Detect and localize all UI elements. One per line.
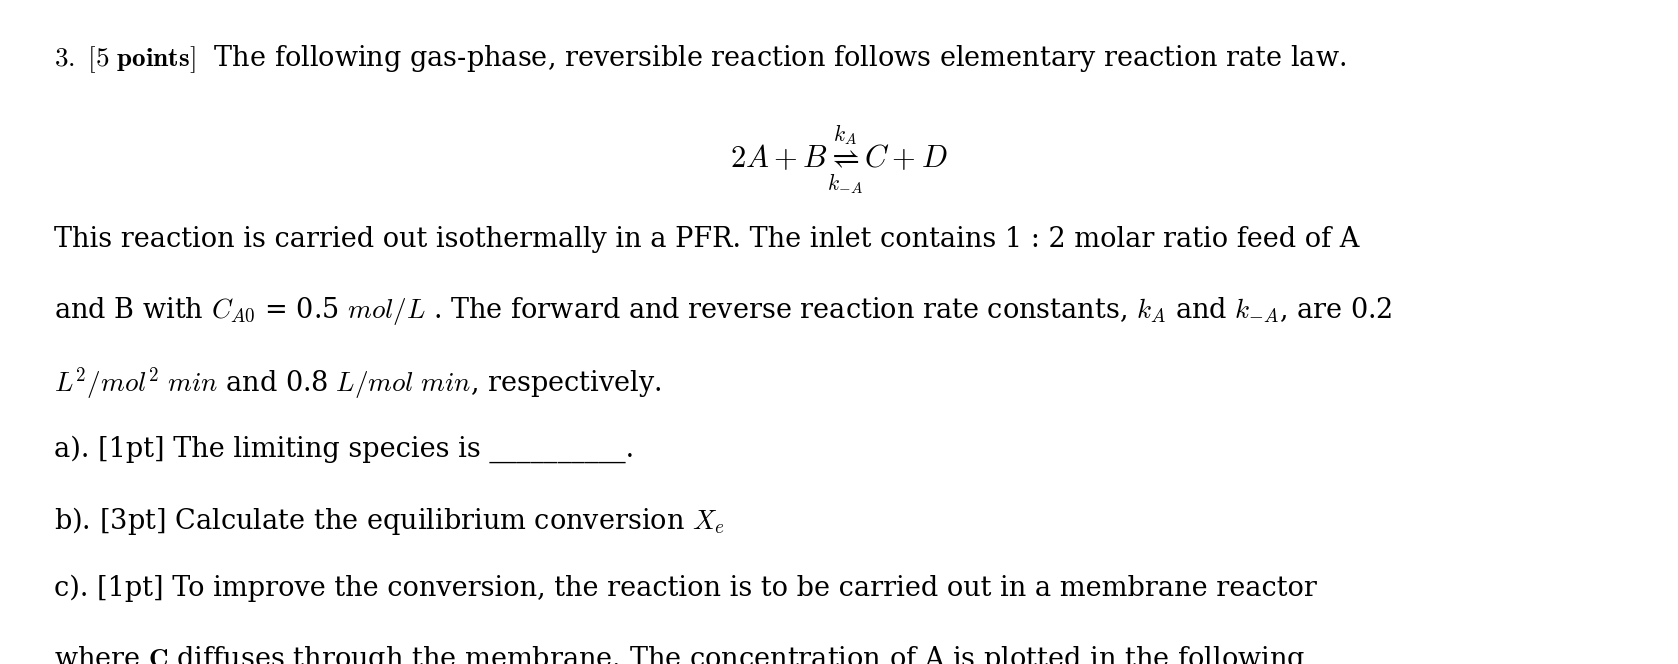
Text: b). [3pt] Calculate the equilibrium conversion $X_e$: b). [3pt] Calculate the equilibrium conv…	[54, 505, 725, 537]
Text: This reaction is carried out isothermally in a PFR. The inlet contains 1 : 2 mol: This reaction is carried out isothermall…	[54, 226, 1359, 253]
Text: c). [1pt] To improve the conversion, the reaction is to be carried out in a memb: c). [1pt] To improve the conversion, the…	[54, 574, 1317, 602]
Text: and B with $C_{A0}$ = 0.5 $\mathit{mol/L}$ . The forward and reverse reaction ra: and B with $C_{A0}$ = 0.5 $\mathit{mol/L…	[54, 295, 1391, 327]
Text: $\bf{3.\ [5\ points]}$  The following gas-phase, reversible reaction follows ele: $\bf{3.\ [5\ points]}$ The following gas…	[54, 43, 1346, 75]
Text: where $\mathbf{C}$ diffuses through the membrane. The concentration of A is plot: where $\mathbf{C}$ diffuses through the …	[54, 644, 1305, 664]
Text: $2A + B \underset{k_{-A}}{\overset{k_{A}}{\rightleftharpoons}} C + D$: $2A + B \underset{k_{-A}}{\overset{k_{A}…	[730, 123, 948, 196]
Text: $L^2/mol^2\ \mathit{min}$ and 0.8 $L/mol\ \mathit{min}$, respectively.: $L^2/mol^2\ \mathit{min}$ and 0.8 $L/mol…	[54, 365, 661, 402]
Text: a). [1pt] The limiting species is __________.: a). [1pt] The limiting species is ______…	[54, 435, 634, 463]
